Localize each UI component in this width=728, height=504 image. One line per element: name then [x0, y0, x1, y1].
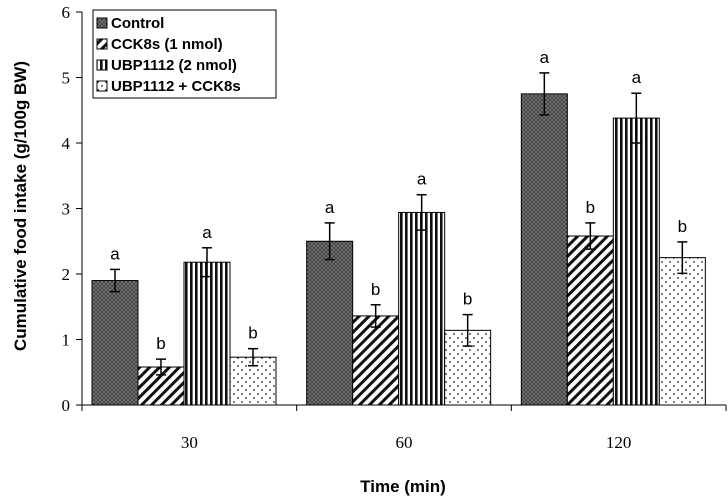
significance-label: b: [678, 217, 687, 236]
y-tick-label: 3: [62, 200, 71, 219]
legend-swatch: [96, 17, 108, 29]
significance-label: a: [325, 198, 335, 217]
tick-labels-group: 0 1 2 3 4 5 6 30 60 120: [62, 3, 632, 452]
legend-box: [92, 9, 277, 99]
significance-label: a: [110, 244, 120, 263]
significance-label: a: [417, 170, 427, 189]
bars-group: [91, 93, 706, 406]
error-bars-group: [110, 72, 688, 376]
bar-vertical: [612, 117, 660, 406]
significance-label: b: [371, 280, 380, 299]
bar-dots: [658, 257, 706, 406]
bar-vertical: [183, 261, 231, 406]
y-tick-label: 6: [62, 3, 71, 22]
significance-label: b: [586, 198, 595, 217]
y-tick-label: 0: [62, 396, 71, 415]
legend-entry: UBP1112 + CCK8s: [111, 78, 241, 95]
y-axis-title: Cumulative food intake (g/100g BW): [11, 61, 30, 351]
significance-label: a: [632, 68, 642, 87]
bar-dark-crosshatch: [91, 280, 139, 406]
significance-label: b: [248, 324, 257, 343]
bar-dark-crosshatch: [306, 240, 354, 406]
legend-entry: UBP1112 (2 nmol): [111, 57, 237, 74]
y-tick-label: 1: [62, 331, 71, 350]
bar-dots: [229, 356, 277, 406]
x-tick-label: 120: [606, 433, 632, 452]
significance-label: b: [156, 334, 165, 353]
y-tick-label: 2: [62, 265, 71, 284]
legend-entry: CCK8s (1 nmol): [111, 36, 223, 53]
bar-diagonal: [352, 315, 400, 406]
bar-vertical: [398, 211, 446, 406]
x-tick-label: 30: [181, 433, 198, 452]
legend-swatch: [96, 80, 108, 92]
y-tick-label: 4: [62, 134, 71, 153]
significance-labels-group: a b a b a b a b a b a b: [110, 48, 687, 353]
significance-label: b: [463, 290, 472, 309]
x-tick-label: 60: [396, 433, 413, 452]
bar-diagonal: [566, 235, 614, 406]
x-axis-title: Time (min): [360, 477, 446, 496]
significance-label: a: [202, 223, 212, 242]
legend-swatch: [96, 38, 108, 50]
bar-dark-crosshatch: [520, 93, 568, 406]
legend-entry: Control: [111, 15, 164, 32]
legend-swatch: [96, 59, 108, 71]
significance-label: a: [540, 48, 550, 67]
legend: Control CCK8s (1 nmol) UBP1112 (2 nmol) UBP…: [92, 9, 277, 99]
y-tick-label: 5: [62, 69, 71, 88]
